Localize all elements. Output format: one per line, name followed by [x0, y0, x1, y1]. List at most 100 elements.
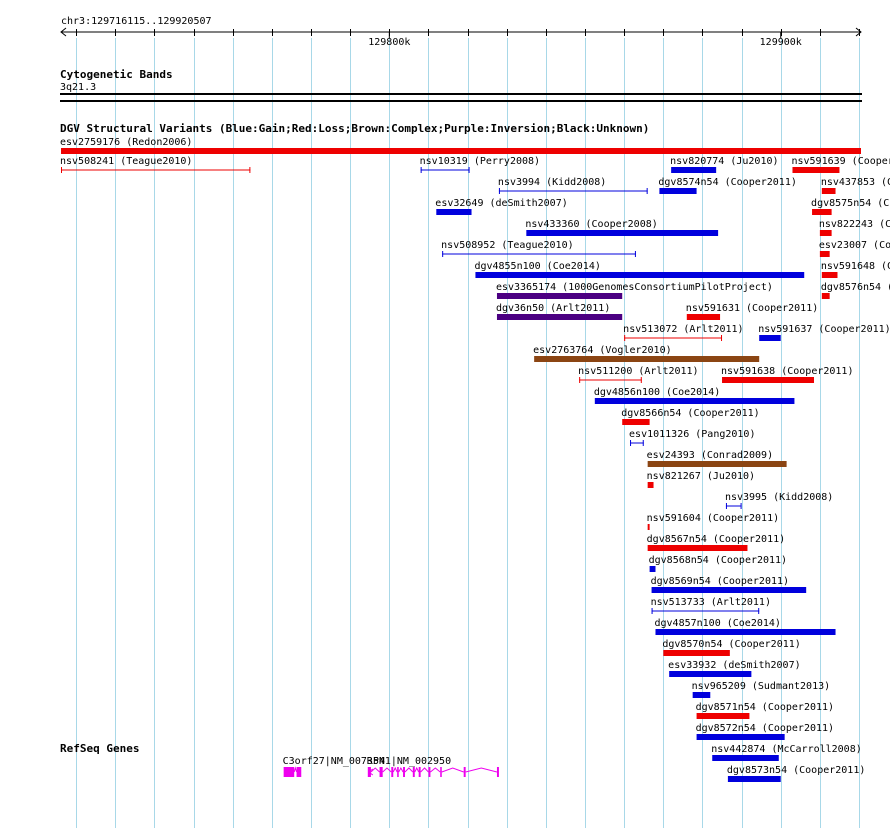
sv-feature-bar [712, 755, 779, 761]
sv-feature-bar [651, 587, 807, 593]
sv-feature-bar [821, 188, 836, 194]
sv-feature[interactable]: dgv8572n54 (Cooper2011) [696, 723, 834, 740]
sv-feature[interactable]: nsv822243 (Cooper2011) [819, 219, 890, 236]
sv-feature[interactable]: dgv8570n54 (Cooper2011) [662, 639, 801, 656]
cytoband-track[interactable]: Cytogenetic Bands 3q21.3 [60, 68, 862, 102]
sv-feature[interactable]: dgv8566n54 (Cooper2011) [621, 408, 760, 425]
sv-feature[interactable]: nsv591639 (Cooper2011) [791, 156, 890, 173]
sv-feature[interactable]: nsv513072 (Arlt2011) [623, 324, 744, 341]
sv-feature-bar [61, 148, 861, 154]
cytoband-divider [60, 100, 862, 102]
sv-feature[interactable]: nsv442874 (McCarroll2008) [711, 744, 862, 761]
sv-feature[interactable]: nsv591648 (Cooper2011) [821, 261, 890, 278]
sv-feature[interactable]: esv3365174 (1000GenomesConsortiumPilotPr… [496, 282, 773, 299]
ruler-left-arrow-icon [60, 27, 67, 37]
sv-feature[interactable]: nsv821267 (Ju2010) [647, 471, 755, 488]
sv-feature-label: esv32649 (deSmith2007) [435, 198, 567, 209]
sv-feature[interactable]: esv24393 (Conrad2009) [647, 450, 787, 467]
dgv-track[interactable]: DGV Structural Variants (Blue:Gain;Red:L… [60, 122, 890, 782]
sv-feature-label: nsv3995 (Kidd2008) [725, 492, 833, 503]
refseq-track[interactable]: RefSeq Genes C3orf27|NM_007354RPN1|NM_00… [60, 742, 499, 777]
sv-feature[interactable]: nsv508952 (Teague2010) [441, 240, 636, 257]
sv-feature-bar [821, 293, 830, 299]
sv-feature-bar [496, 293, 623, 299]
sv-feature-label: nsv508241 (Teague2010) [60, 156, 192, 167]
sv-feature[interactable]: esv1011326 (Pang2010) [629, 429, 755, 446]
sv-feature[interactable]: dgv8574n54 (Cooper2011) [658, 177, 797, 194]
sv-feature[interactable]: esv2759176 (Redon2006) [60, 137, 861, 154]
sv-feature[interactable]: dgv8571n54 (Cooper2011) [696, 702, 834, 719]
ruler-tick-label: 129900k [760, 37, 802, 48]
sv-feature-bar [696, 713, 750, 719]
sv-feature-bar [647, 545, 748, 551]
sv-feature-label: dgv8569n54 (Cooper2011) [651, 576, 789, 587]
sv-feature[interactable]: esv32649 (deSmith2007) [435, 198, 568, 215]
sv-feature-bar [692, 692, 711, 698]
sv-feature-label: esv3365174 (1000GenomesConsortiumPilotPr… [496, 282, 773, 293]
sv-feature[interactable]: nsv433360 (Cooper2008) [525, 219, 719, 236]
sv-feature[interactable]: dgv4856n100 (Coe2014) [594, 387, 795, 404]
sv-feature[interactable]: dgv8568n54 (Cooper2011) [649, 555, 787, 572]
sv-feature[interactable]: nsv513733 (Arlt2011) [651, 597, 771, 614]
sv-feature[interactable]: dgv8575n54 (Cooper2011) [811, 198, 890, 215]
gene-label: C3orf27|NM_007354 [283, 756, 385, 767]
sv-feature[interactable]: dgv4855n100 (Coe2014) [474, 261, 805, 278]
gene-intron [441, 767, 464, 773]
sv-feature[interactable]: nsv591637 (Cooper2011) [758, 324, 890, 341]
sv-feature-bar [647, 461, 787, 467]
sv-feature-label: dgv36n50 (Arlt2011) [496, 303, 610, 314]
sv-feature[interactable]: nsv3995 (Kidd2008) [725, 492, 833, 509]
sv-feature[interactable]: esv23007 (Conrad2009) [819, 240, 890, 257]
sv-feature[interactable]: nsv511200 (Arlt2011) [578, 366, 699, 383]
sv-feature-label: nsv822243 (Cooper2011) [819, 219, 890, 230]
gene-exon [496, 767, 499, 777]
sv-feature[interactable]: nsv10319 (Perry2008) [420, 156, 540, 173]
sv-feature[interactable]: nsv965209 (Sudmant2013) [692, 681, 830, 698]
sv-feature[interactable]: dgv8573n54 (Cooper2011) [727, 765, 865, 782]
sv-feature[interactable]: esv2763764 (Vogler2010) [533, 345, 760, 362]
sv-feature-bar [669, 671, 752, 677]
sv-feature-label: nsv511200 (Arlt2011) [578, 366, 698, 377]
sv-feature[interactable]: dgv8567n54 (Cooper2011) [647, 534, 785, 551]
gene-exon [379, 767, 383, 777]
sv-feature-bar [526, 230, 719, 236]
sv-feature[interactable]: dgv36n50 (Arlt2011) [496, 303, 623, 320]
sv-feature[interactable]: dgv4857n100 (Coe2014) [654, 618, 836, 635]
sv-feature[interactable]: nsv591631 (Cooper2011) [686, 303, 818, 320]
sv-feature-label: dgv8572n54 (Cooper2011) [696, 723, 834, 734]
sv-feature-label: dgv8576n54 (Cooper2011) [821, 282, 890, 293]
sv-feature[interactable]: dgv8576n54 (Cooper2011) [821, 282, 890, 299]
gene-model[interactable]: RPN1|NM_002950 [367, 756, 499, 777]
sv-feature-label: dgv8567n54 (Cooper2011) [647, 534, 785, 545]
cytoband-track-title: Cytogenetic Bands [60, 68, 173, 81]
sv-feature-label: nsv820774 (Ju2010) [670, 156, 778, 167]
sv-feature[interactable]: nsv437853 (Cooper2011) [821, 177, 890, 194]
sv-feature[interactable]: dgv8569n54 (Cooper2011) [651, 576, 807, 593]
sv-feature-bar [722, 377, 815, 383]
cytoband-label: 3q21.3 [60, 82, 96, 93]
sv-feature-bar [812, 209, 832, 215]
sv-feature[interactable]: nsv820774 (Ju2010) [670, 156, 779, 173]
sv-feature-label: nsv591639 (Cooper2011) [791, 156, 890, 167]
sv-feature[interactable]: nsv591638 (Cooper2011) [721, 366, 853, 383]
sv-feature-bar [622, 419, 650, 425]
gene-model[interactable]: C3orf27|NM_007354 [283, 756, 385, 777]
cytoband-bar [60, 93, 862, 95]
gene-intron [404, 767, 414, 773]
sv-feature-label: nsv591604 (Cooper2011) [647, 513, 779, 524]
sv-feature[interactable]: esv33932 (deSmith2007) [668, 660, 801, 677]
gene-intron [430, 767, 441, 773]
sv-feature[interactable]: nsv591604 (Cooper2011) [647, 513, 779, 530]
sv-feature[interactable]: nsv508241 (Teague2010) [60, 156, 251, 173]
sv-feature-label: nsv3994 (Kidd2008) [498, 177, 606, 188]
refseq-track-title: RefSeq Genes [60, 742, 139, 755]
sv-feature[interactable]: nsv3994 (Kidd2008) [498, 177, 648, 194]
sv-feature-label: nsv442874 (McCarroll2008) [711, 744, 862, 755]
sv-feature-label: esv2763764 (Vogler2010) [533, 345, 671, 356]
sv-feature-label: nsv433360 (Cooper2008) [525, 219, 657, 230]
gene-exon [391, 767, 394, 777]
sv-feature-bar [671, 167, 717, 173]
sv-feature-label: esv2759176 (Redon2006) [60, 137, 192, 148]
